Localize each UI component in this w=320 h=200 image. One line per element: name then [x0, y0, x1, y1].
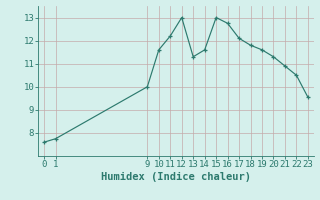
X-axis label: Humidex (Indice chaleur): Humidex (Indice chaleur)	[101, 172, 251, 182]
